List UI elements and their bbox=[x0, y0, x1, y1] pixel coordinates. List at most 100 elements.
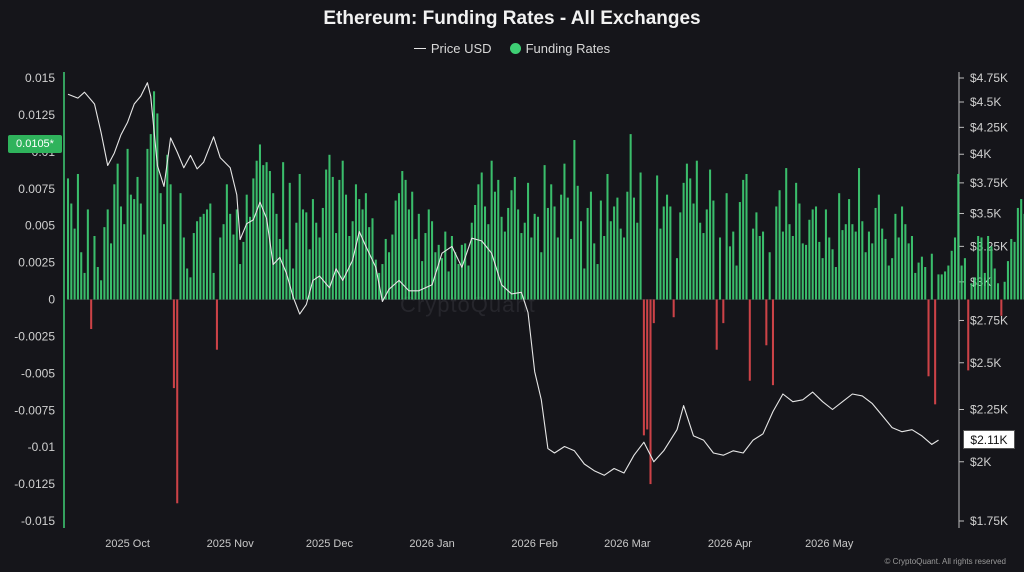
funding-bar-positive bbox=[570, 238, 573, 300]
funding-bar-positive bbox=[699, 222, 702, 300]
funding-bar-positive bbox=[507, 207, 510, 300]
funding-bar-positive bbox=[738, 202, 741, 300]
funding-bar-positive bbox=[864, 252, 867, 300]
funding-bar-positive bbox=[341, 160, 344, 300]
funding-bar-positive bbox=[1016, 207, 1019, 300]
funding-bar-positive bbox=[907, 243, 910, 300]
funding-bar-positive bbox=[272, 193, 275, 300]
funding-bar-positive bbox=[712, 200, 715, 300]
funding-bar-positive bbox=[258, 144, 261, 300]
funding-bar-positive bbox=[606, 173, 609, 300]
funding-bar-positive bbox=[705, 209, 708, 300]
funding-bar-positive bbox=[73, 228, 76, 300]
funding-bar-positive bbox=[467, 265, 470, 300]
funding-bar-positive bbox=[384, 238, 387, 300]
funding-bar-positive bbox=[546, 207, 549, 300]
funding-bar-positive bbox=[599, 200, 602, 300]
funding-bar-positive bbox=[249, 216, 252, 300]
funding-bar-positive bbox=[252, 178, 255, 300]
right-tick-label: $4.25K bbox=[970, 120, 1008, 134]
funding-bar-positive bbox=[517, 209, 520, 300]
funding-bar-positive bbox=[728, 246, 731, 300]
funding-bar-positive bbox=[788, 224, 791, 300]
funding-bar-positive bbox=[83, 272, 86, 300]
funding-bar-negative bbox=[642, 299, 645, 436]
left-tick-label: 0.0075 bbox=[18, 182, 55, 196]
funding-bar-positive bbox=[278, 238, 281, 300]
funding-bar-positive bbox=[139, 203, 142, 300]
funding-bar-positive bbox=[573, 140, 576, 300]
funding-bar-positive bbox=[953, 237, 957, 300]
funding-bar-positive bbox=[182, 237, 185, 300]
funding-bar-positive bbox=[262, 165, 265, 300]
funding-bar-positive bbox=[973, 277, 976, 300]
left-tick-label: -0.005 bbox=[21, 366, 55, 380]
funding-bar-positive bbox=[126, 148, 129, 300]
legend-item-funding[interactable]: Funding Rates bbox=[509, 41, 610, 56]
funding-bar-positive bbox=[490, 160, 493, 300]
funding-bar-negative bbox=[649, 299, 652, 485]
funding-bar-positive bbox=[781, 231, 784, 300]
funding-bar-positive bbox=[924, 267, 927, 300]
funding-bar-positive bbox=[848, 199, 851, 300]
funding-bar-positive bbox=[394, 200, 397, 300]
funding-bar-positive bbox=[205, 209, 209, 300]
funding-bar-positive bbox=[801, 243, 804, 300]
funding-bar-positive bbox=[255, 160, 258, 300]
funding-bar-positive bbox=[619, 228, 622, 300]
funding-bar-negative bbox=[748, 299, 751, 381]
funding-bar-positive bbox=[156, 113, 159, 300]
funding-bar-positive bbox=[755, 212, 758, 300]
funding-bar-positive bbox=[1010, 238, 1013, 300]
funding-bar-negative bbox=[934, 299, 937, 405]
left-tick-label: -0.0125 bbox=[14, 477, 55, 491]
funding-bar-positive bbox=[530, 237, 533, 300]
funding-bar-positive bbox=[80, 252, 83, 300]
funding-bar-positive bbox=[500, 216, 503, 300]
funding-bar-positive bbox=[431, 221, 434, 300]
funding-bar-positive bbox=[510, 190, 513, 300]
funding-bar-positive bbox=[480, 172, 483, 300]
chart-title: Ethereum: Funding Rates - All Exchanges bbox=[323, 8, 701, 29]
funding-bar-positive bbox=[887, 265, 890, 300]
funding-bar-positive bbox=[440, 258, 444, 300]
funding-bar-negative bbox=[715, 299, 718, 350]
funding-bar-positive bbox=[613, 206, 616, 300]
funding-bar-positive bbox=[374, 259, 377, 300]
line-swatch-icon bbox=[413, 48, 426, 49]
funding-bar-positive bbox=[970, 283, 973, 300]
copyright-credit: © CryptoQuant. All rights reserved bbox=[884, 557, 1007, 566]
funding-bar-positive bbox=[513, 176, 516, 300]
funding-bar-positive bbox=[775, 206, 778, 300]
funding-bar-positive bbox=[325, 169, 328, 300]
left-tick-label: 0.0125 bbox=[18, 108, 55, 122]
funding-bar-positive bbox=[629, 134, 632, 300]
right-tick-label: $1.75K bbox=[970, 514, 1008, 528]
funding-bar-positive bbox=[411, 191, 414, 300]
funding-bar-positive bbox=[867, 231, 870, 300]
funding-bar-positive bbox=[70, 203, 73, 300]
funding-bar-positive bbox=[123, 224, 126, 300]
funding-bar-positive bbox=[199, 216, 202, 300]
funding-bar-positive bbox=[593, 243, 596, 300]
funding-bar-positive bbox=[874, 207, 877, 300]
funding-bar-positive bbox=[368, 227, 371, 300]
funding-bar-positive bbox=[857, 168, 861, 300]
funding-bar-positive bbox=[669, 206, 672, 300]
funding-bar-positive bbox=[444, 231, 447, 300]
funding-bar-positive bbox=[533, 213, 536, 300]
right-tick-label: $4.5K bbox=[970, 95, 1001, 109]
funding-bar-positive bbox=[225, 184, 228, 300]
x-tick-label: 2025 Dec bbox=[306, 538, 354, 550]
funding-bar-positive bbox=[838, 193, 841, 300]
funding-bar-positive bbox=[186, 268, 189, 300]
funding-bar-positive bbox=[239, 264, 242, 300]
funding-bar-positive bbox=[947, 265, 950, 300]
funding-bar-positive bbox=[987, 236, 990, 300]
funding-bar-positive bbox=[937, 274, 940, 300]
funding-bar-positive bbox=[795, 182, 798, 300]
legend-item-price[interactable]: Price USD bbox=[413, 41, 492, 56]
funding-bar-positive bbox=[308, 249, 311, 300]
legend-label-price: Price USD bbox=[430, 41, 492, 56]
